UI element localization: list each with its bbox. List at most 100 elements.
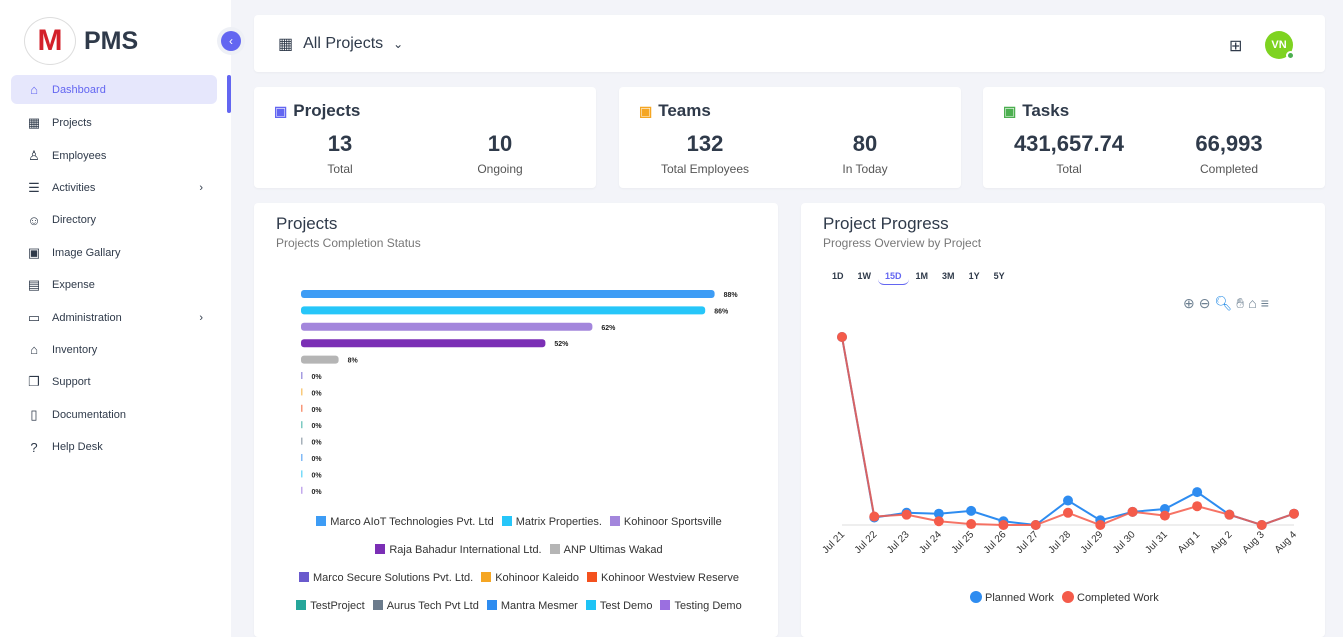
sidebar-item-employees[interactable]: ♙ Employees [11,139,217,171]
data-point[interactable] [901,509,912,520]
data-point[interactable] [1192,501,1203,512]
stat-value: 132 [686,131,724,156]
sidebar-nav: ⌂ Dashboard ▦ Projects ♙ Employees ☰ Activities… [11,75,217,463]
zoom-out-icon[interactable]: ⊖ [1198,295,1211,311]
sidebar-item-image-gallary[interactable]: ▣ Image Gallary [11,237,217,269]
range-button-1y[interactable]: 1Y [968,271,980,281]
data-point[interactable] [1063,495,1073,506]
data-point[interactable] [933,508,944,519]
sidebar-item-help-desk[interactable]: ? Help Desk [11,431,217,463]
bar-data-label: 86% [714,308,729,315]
legend-item[interactable]: ANP Ultimas Wakad [549,544,663,556]
selection-zoom-icon[interactable]: 🔍︎ [1214,295,1233,311]
sidebar-item-projects[interactable]: ▦ Projects [11,107,217,139]
bar-0[interactable] [301,290,715,298]
sidebar-item-label: Expense [52,279,95,292]
sidebar-item-expense[interactable]: ▤ Expense [11,269,217,301]
legend-item[interactable]: Mantra Mesmer [486,600,578,612]
range-button-1w[interactable]: 1W [857,271,872,281]
bar-11[interactable] [301,470,303,478]
sidebar-item-support[interactable]: ❐ Support [11,366,217,398]
sidebar-item-label: Documentation [52,408,126,421]
menu-icon[interactable]: ≡ [1260,295,1269,311]
list-icon: ☰ [28,179,40,195]
bar-7[interactable] [301,404,303,412]
data-point[interactable] [966,505,977,516]
bar-4[interactable] [301,355,339,364]
legend-item[interactable]: Raja Bahadur International Ltd. [375,544,542,556]
x-tick-label: Aug 3 [1241,529,1268,556]
pan-hand-icon[interactable]: ✋︎ [1236,295,1245,311]
bar-data-label: 0% [312,407,323,414]
legend-item[interactable]: Kohinoor Westview Reserve [587,572,739,584]
legend-label: Mantra Mesmer [500,600,578,612]
data-point[interactable] [1127,506,1138,517]
stat-value: 66,993 [1195,131,1263,156]
bar-10[interactable] [301,454,303,461]
legend-item[interactable]: Aurus Tech Pvt Ltd [372,600,479,612]
legend-item[interactable]: Testing Demo [660,600,742,612]
legend-item[interactable]: Test Demo [585,600,652,612]
chart-title: Project Progress [823,214,949,233]
project-select[interactable]: ▦ All Projects ⌄ [278,34,403,54]
legend-label: Raja Bahadur International Ltd. [389,544,542,556]
bar-9[interactable] [301,437,303,445]
x-tick-label: Jul 22 [853,529,880,556]
range-button-15d[interactable]: 15D [878,269,909,285]
legend-item[interactable]: Marco AIoT Technologies Pvt. Ltd [316,516,494,528]
legend-item[interactable]: Matrix Properties. [501,516,602,528]
progress-chart-card: Project Progress Progress Overview by Pr… [801,203,1325,637]
legend-item[interactable]: Kohinoor Kaleido [481,572,579,584]
data-point[interactable] [1063,507,1073,518]
legend-label[interactable]: Planned Work [985,592,1054,604]
bar-6[interactable] [301,388,303,396]
legend-item[interactable]: TestProject [296,600,365,612]
sidebar-item-directory[interactable]: ☺ Directory [11,204,217,236]
legend-swatch [481,572,492,582]
x-tick-label: Jul 27 [1014,529,1041,556]
bar-data-label: 8% [348,358,359,365]
data-point[interactable] [966,519,977,530]
bar-1[interactable] [301,306,706,315]
range-button-1d[interactable]: 1D [832,271,844,281]
store-icon: ⌂ [30,342,38,358]
data-point[interactable] [869,511,880,522]
data-point[interactable] [933,516,944,527]
sidebar-item-dashboard[interactable]: ⌂ Dashboard [11,75,217,104]
bar-2[interactable] [301,322,593,331]
range-button-1m[interactable]: 1M [915,271,929,281]
data-point[interactable] [837,332,847,342]
logo: M [24,17,76,65]
data-point[interactable] [1095,520,1106,530]
range-button-5y[interactable]: 5Y [993,271,1005,281]
sidebar-item-documentation[interactable]: ▯ Documentation [11,399,217,431]
avatar[interactable]: VN [1265,31,1295,60]
image-icon: ▣ [27,244,41,260]
archive-icon: ▭ [27,309,41,325]
data-point[interactable] [1224,509,1235,520]
data-point[interactable] [1289,508,1299,519]
stat-title-text: Tasks [1022,101,1070,120]
collapse-sidebar-button[interactable]: ‹ [221,31,241,51]
reset-home-icon[interactable]: ⌂ [1248,295,1257,311]
zoom-in-icon[interactable]: ⊕ [1183,295,1195,311]
bar-12[interactable] [301,486,303,494]
legend-label[interactable]: Completed Work [1077,592,1159,604]
bar-8[interactable] [301,421,303,429]
data-point[interactable] [998,520,1009,530]
data-point[interactable] [1192,487,1203,498]
sidebar-item-inventory[interactable]: ⌂ Inventory [11,334,217,366]
data-point[interactable] [1030,520,1041,530]
users-icon: ▣ [639,102,653,119]
data-point[interactable] [1256,520,1267,530]
bar-5[interactable] [301,372,303,379]
sidebar-item-activities[interactable]: ☰ Activities › [11,172,217,204]
legend-item[interactable]: Kohinoor Sportsville [609,516,722,528]
apps-grid-icon[interactable]: ⊞ [1229,38,1243,55]
sidebar-item-administration[interactable]: ▭ Administration › [11,301,217,333]
data-point[interactable] [1159,510,1170,521]
range-button-3m[interactable]: 3M [942,271,955,281]
legend-item[interactable]: Marco Secure Solutions Pvt. Ltd. [299,572,473,584]
bar-3[interactable] [301,339,546,348]
building-icon: ▣ [274,102,288,119]
